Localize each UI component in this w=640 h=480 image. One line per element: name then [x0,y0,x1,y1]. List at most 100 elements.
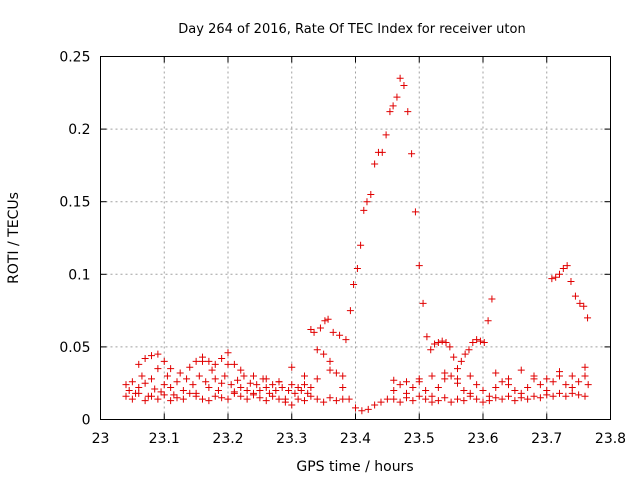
data-point [563,262,571,270]
data-point [265,389,273,397]
data-point [469,339,477,347]
y-tick-label: 0.05 [59,340,90,356]
data-point [329,328,337,336]
data-point [479,386,487,394]
data-point [396,398,404,406]
data-point [480,339,488,347]
data-point [275,395,283,403]
data-point [135,389,143,397]
y-tick-label: 0 [82,413,91,429]
data-point [141,397,149,405]
data-point [288,381,296,389]
data-point [408,150,416,158]
series [135,349,589,386]
data-point [488,295,496,303]
data-point [367,190,375,198]
x-tick-label: 23.4 [340,431,371,447]
data-point [536,381,544,389]
data-point [342,336,350,344]
y-tick-label: 0.2 [68,122,90,138]
data-point [559,264,567,272]
data-point [568,389,576,397]
data-point [154,395,162,403]
data-point [389,102,397,110]
data-point [345,395,353,403]
data-point [581,392,589,400]
data-point [234,376,242,384]
data-point [321,317,329,325]
data-point [447,372,455,380]
data-point [552,273,560,281]
data-point [556,270,563,278]
data-point [285,386,293,394]
x-axis-ticks: 23 23.1 23.2 23.3 23.4 23.5 23.6 23.7 23.8 [92,56,626,447]
series [313,346,391,415]
data-point [326,366,334,374]
data-point [476,337,484,345]
data-point [460,386,468,394]
data-point [386,108,394,116]
data-point [568,372,576,380]
data-point [339,372,347,380]
data-point [275,378,283,386]
data-point [422,395,430,403]
data-point [211,375,219,383]
data-point [524,395,532,403]
data-point [224,349,232,357]
data-point [167,397,175,405]
data-points [122,74,592,415]
data-point [313,375,321,383]
data-point [543,391,551,399]
data-point [382,131,390,139]
data-point [562,381,570,389]
data-point [253,381,261,389]
data-point [269,381,277,389]
data-point [192,392,200,400]
data-point [189,381,197,389]
data-point [294,395,302,403]
data-point [205,357,213,365]
data-point [307,384,315,392]
series [122,389,589,409]
y-axis-label: ROTI / TECUs [6,192,22,284]
data-point [272,386,280,394]
data-point [415,262,423,270]
x-tick-label: 23.5 [404,431,435,447]
data-point [567,278,575,286]
data-point [250,391,257,399]
data-point [122,392,130,400]
data-point [390,395,398,403]
data-point [434,397,442,405]
data-point [218,355,226,363]
data-point [460,397,468,405]
data-point [393,93,401,101]
data-point [173,378,181,386]
data-point [505,392,512,400]
data-point [447,398,455,406]
data-point [473,395,481,403]
data-point [419,299,427,307]
data-point [208,366,216,374]
data-point [339,384,347,392]
data-point [517,366,525,374]
data-point [170,391,178,399]
data-point [371,401,379,409]
data-point [301,397,308,405]
data-point [548,275,556,283]
data-point [186,363,194,371]
data-point [122,381,130,389]
data-point [221,372,229,380]
x-tick-label: 23.6 [467,431,498,447]
data-point [141,379,149,387]
data-point [291,389,299,397]
chart-title: Day 264 of 2016, Rate Of TEC Index for r… [178,22,525,37]
data-point [316,324,324,332]
y-tick-label: 0.25 [59,50,90,66]
data-point [313,346,321,354]
data-point [173,394,181,402]
series [122,357,592,403]
data-point [192,357,200,365]
data-point [400,82,408,90]
data-point [160,357,168,365]
data-point [288,401,296,409]
